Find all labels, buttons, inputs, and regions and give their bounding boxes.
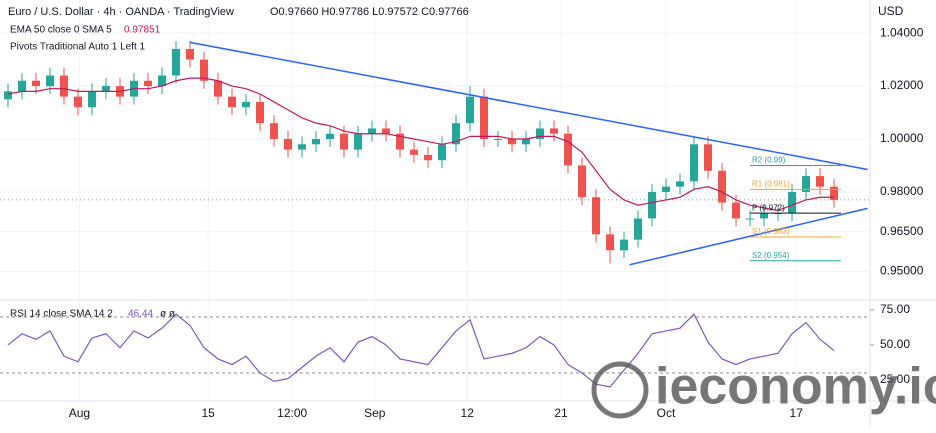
candle-body bbox=[494, 139, 503, 141]
candle-body bbox=[592, 197, 601, 235]
candle-body bbox=[662, 186, 671, 192]
plot: 1.04000 1.02000 1.00000 0.98000 0.96500 0.950… bbox=[0, 0, 924, 420]
candle-body bbox=[452, 123, 461, 145]
candle-body bbox=[788, 191, 797, 214]
candle-body bbox=[480, 96, 489, 140]
candle-body bbox=[283, 139, 292, 150]
candle-body bbox=[171, 48, 180, 76]
pivot-label: R2 (0.99) bbox=[752, 156, 786, 165]
y-tick-label: 50.00 bbox=[880, 337, 910, 351]
trendline bbox=[189, 41, 868, 171]
candle-body bbox=[564, 133, 573, 166]
candle-body bbox=[241, 101, 250, 108]
candle-body bbox=[634, 218, 643, 240]
candle-body bbox=[339, 133, 348, 150]
x-tick-label: 15 bbox=[202, 406, 216, 420]
candle-body bbox=[381, 128, 390, 134]
candle-body bbox=[802, 176, 811, 192]
candle-body bbox=[648, 191, 657, 219]
candle-body bbox=[269, 123, 278, 140]
y-tick-label: 0.95000 bbox=[880, 264, 924, 278]
candle-body bbox=[45, 75, 54, 87]
candle-body bbox=[59, 75, 68, 97]
x-tick-label: Aug bbox=[69, 406, 90, 420]
y-tick-label: 1.00000 bbox=[880, 131, 924, 145]
candle-body bbox=[746, 218, 755, 220]
watermark: ieconomy.io bbox=[655, 358, 936, 416]
indicator-value: 0.97851 bbox=[124, 25, 161, 36]
candle-body bbox=[297, 144, 306, 150]
pivot-label: P (0.972) bbox=[752, 203, 785, 212]
candle-body bbox=[367, 128, 376, 134]
y-tick-label: 75.00 bbox=[880, 302, 910, 316]
candle-body bbox=[3, 91, 12, 100]
candle-body bbox=[157, 75, 166, 87]
x-tick-label: Sep bbox=[364, 406, 386, 420]
rsi-extra: ø ø bbox=[160, 309, 175, 320]
ema-line bbox=[7, 77, 835, 212]
indicator-title: EMA 50 close 0 SMA 5 bbox=[10, 25, 112, 36]
candle-body bbox=[395, 133, 404, 150]
candle-body bbox=[704, 144, 713, 171]
candle-body bbox=[438, 144, 447, 161]
candle-body bbox=[732, 202, 741, 219]
candle-body bbox=[718, 170, 727, 203]
candle-body bbox=[185, 48, 194, 60]
candle-body bbox=[31, 80, 40, 87]
candle-body bbox=[536, 128, 545, 140]
watermark-logo bbox=[591, 361, 649, 419]
pivot-label: S1 (0.963) bbox=[752, 227, 790, 236]
y-tick-label: 25.00 bbox=[880, 372, 910, 386]
rsi-line bbox=[7, 313, 835, 388]
candle-body bbox=[87, 91, 96, 108]
pivot-label: R1 (0.981) bbox=[752, 179, 790, 188]
y-tick-label: 1.04000 bbox=[880, 25, 924, 39]
candle-body bbox=[143, 80, 152, 87]
candle-body bbox=[227, 96, 236, 108]
chart-title: Euro / U.S. Dollar · 4h · OANDA · Tradin… bbox=[8, 6, 234, 18]
candle-body bbox=[423, 154, 432, 161]
candle-body bbox=[508, 139, 517, 145]
candle-body bbox=[213, 80, 222, 97]
candle-body bbox=[816, 176, 825, 187]
candle-body bbox=[550, 128, 559, 134]
y-tick-label: 1.02000 bbox=[880, 78, 924, 92]
candle-body bbox=[325, 133, 334, 140]
ohlc: O0.97660 H0.97786 L0.97572 C0.97766 bbox=[270, 6, 469, 18]
candle-body bbox=[466, 96, 475, 124]
candle-body bbox=[409, 149, 418, 155]
x-tick-label: 21 bbox=[554, 406, 568, 420]
candle-body bbox=[830, 186, 839, 200]
rsi-value: 46.44 bbox=[128, 309, 153, 320]
rsi-title: RSI 14 close SMA 14 2 bbox=[10, 309, 113, 320]
currency: USD bbox=[878, 4, 904, 18]
candle-body bbox=[620, 239, 629, 251]
y-tick-label: 0.98000 bbox=[880, 184, 924, 198]
candle-body bbox=[73, 96, 82, 108]
pivots-title: Pivots Traditional Auto 1 Left 1 bbox=[10, 42, 146, 53]
candle-body bbox=[255, 101, 264, 124]
trendline bbox=[629, 207, 868, 266]
candle-body bbox=[522, 139, 531, 145]
candle-body bbox=[311, 139, 320, 145]
candle-body bbox=[17, 80, 26, 92]
x-tick-label: Oct bbox=[657, 406, 676, 420]
x-tick-label: 17 bbox=[790, 406, 804, 420]
candle-body bbox=[101, 86, 110, 92]
candle-body bbox=[676, 181, 685, 187]
candle-body bbox=[606, 234, 615, 251]
y-tick-label: 0.96500 bbox=[880, 224, 924, 238]
candle-body bbox=[760, 213, 769, 219]
pivot-label: S2 (0.954) bbox=[752, 251, 790, 260]
candle-body bbox=[353, 133, 362, 150]
candle-body bbox=[690, 144, 699, 182]
candle-body bbox=[199, 59, 208, 81]
x-tick-label: 12:00 bbox=[277, 406, 307, 420]
x-tick-label: 12 bbox=[461, 406, 475, 420]
candle-body bbox=[578, 165, 587, 198]
